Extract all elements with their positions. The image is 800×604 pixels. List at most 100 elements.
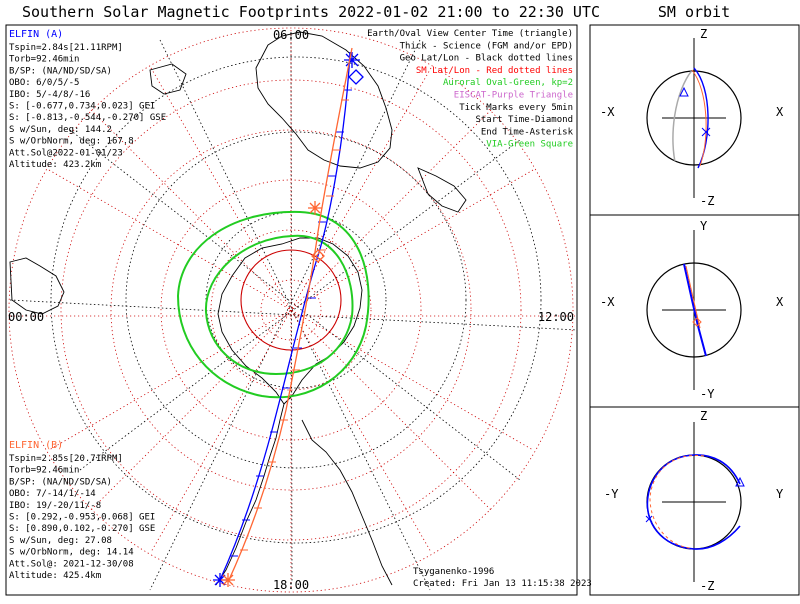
legend-entry: End Time-Asterisk	[481, 127, 574, 137]
elfin-b-info-line: Att.Sol@: 2021-12-30/08	[9, 559, 134, 569]
polar-cap-circle	[240, 249, 342, 351]
africa-coastline	[9, 257, 65, 315]
elfin-b-info-line: Tspin=2.85s[20.71RPM]	[9, 454, 123, 464]
sm-meridian	[48, 169, 534, 451]
legend-entry: Geo Lat/Lon - Black dotted lines	[400, 54, 573, 64]
orbit-a-trace	[646, 454, 741, 550]
geo-parallel	[50, 56, 542, 544]
legend-entry: EISCAT-Purple Triangle	[454, 91, 573, 101]
orbit-b-trace-colored	[691, 69, 707, 167]
elfin-a-info-line: Att.Sol@2022-01-01/23	[9, 148, 123, 158]
legend: Earth/Oval View Center Time (triangle) Th…	[367, 29, 573, 150]
sm-parallel	[110, 129, 472, 491]
orbit2-bottom-label: -Y	[700, 387, 715, 401]
south-america-coastline	[215, 403, 285, 586]
elfin-a-end-asterisk	[213, 52, 360, 587]
geo-meridian-line	[9, 299, 577, 331]
hour-label-right: 12:00	[538, 310, 574, 324]
model-label: Tsyganenko-1996	[413, 567, 494, 577]
sm-meridian	[48, 169, 534, 451]
elfin-a-info-line: IBO: 5/-4/8/-16	[9, 90, 90, 100]
asterisk-mark	[221, 573, 235, 587]
elfin-b-start-diamond-inner	[315, 251, 325, 261]
coastlines	[9, 31, 467, 586]
polar-map: 06:00 00:00 12:00 18:00	[8, 27, 577, 593]
map-frame	[5, 24, 578, 596]
orbit-b-trace	[672, 71, 695, 165]
elfin-b-info-line: Altitude: 425.4km	[9, 571, 101, 581]
elfin-a-info-line: Tspin=2.84s[21.11RPM]	[9, 43, 123, 53]
asterisk-mark	[344, 52, 360, 68]
elfin-a-info-line: S: [-0.677,0.734,0.023] GEI	[9, 102, 155, 112]
elfin-b-info-line: B/SP: (NA/ND/SD/SA)	[9, 477, 112, 487]
hour-label-bottom: 18:00	[273, 578, 309, 592]
elfin-b-info: ELFIN (B) Tspin=2.85s[20.71RPM] Torb=92.4…	[9, 440, 155, 581]
legend-entry: SM Lat/Lon - Red dotted lines	[416, 66, 573, 76]
orbit-panel-xy: Y -Y -X X	[600, 219, 784, 401]
orbit-title: SM orbit	[658, 3, 730, 21]
orbit3-bottom-label: -Z	[700, 579, 714, 593]
end-asterisk	[645, 515, 653, 523]
sm-parallel	[260, 279, 322, 341]
island-coastline	[149, 63, 187, 95]
orbit1-bottom-label: -Z	[700, 194, 714, 208]
orbit-b-trace	[649, 454, 705, 549]
elfin-b-info-line: S: [0.890,0.102,-0.270] GSE	[9, 524, 155, 534]
auroral-oval-inner	[204, 234, 354, 376]
hour-label-left: 00:00	[8, 310, 44, 324]
auroral-ovals	[176, 210, 370, 399]
elfin-a-info-line: S w/OrbNorm, deg: 167.8	[9, 137, 134, 147]
geo-grid	[9, 34, 577, 591]
orbit-panel-xz: Z -Z -X X	[600, 27, 784, 208]
legend-entry: Earth/Oval View Center Time (triangle)	[367, 29, 573, 39]
elfin-b-info-line: IBO: 19/-20/11/-8	[9, 501, 101, 511]
end-asterisk	[701, 127, 711, 137]
orbit1-left-label: -X	[600, 105, 615, 119]
legend-entry: Auroral Oval-Green, kp=2	[443, 78, 573, 88]
elfin-a-info-line: Altitude: 423.2km	[9, 160, 101, 170]
sm-parallel	[8, 27, 574, 593]
elfin-a-start-diamond	[348, 69, 364, 85]
elfin-b-info-line: S: [0.292,-0.953,0.068] GEI	[9, 513, 155, 523]
orbit2-right-label: X	[776, 295, 784, 309]
asterisk-mark	[213, 573, 227, 587]
elfin-a-lines: Tspin=2.84s[21.11RPM] Torb=92.46minB/SP: …	[9, 43, 166, 170]
elfin-b-ticks	[240, 99, 349, 551]
orbit-a-trace	[683, 263, 707, 357]
elfin-a-info: ELFIN (A) Tspin=2.84s[21.11RPM] Torb=92.4…	[9, 29, 166, 170]
legend-entry: Start Time-Diamond	[475, 115, 573, 125]
sm-meridian	[150, 67, 432, 553]
orbit3-right-label: Y	[776, 487, 784, 501]
view-center-triangle	[679, 86, 689, 97]
orbit1-top-label: Z	[700, 27, 707, 41]
elfin-b-info-line: Torb=92.46min	[9, 466, 79, 476]
geo-parallel	[205, 211, 387, 389]
new-zealand-coastline	[417, 167, 467, 213]
elfin-a-name: ELFIN (A)	[9, 29, 63, 40]
earth-circle	[646, 70, 742, 166]
elfin-b-info-line: S w/Sun, deg: 27.08	[9, 536, 112, 546]
elfin-a-info-line: OBO: 6/0/5/-5	[9, 78, 79, 88]
elfin-b-lines: Tspin=2.85s[20.71RPM] Torb=92.46minB/SP: …	[9, 454, 155, 581]
elfin-a-footprint	[213, 51, 364, 587]
geo-parallel	[125, 131, 467, 469]
auroral-oval-outer	[176, 210, 370, 399]
orbit2-top-label: Y	[700, 219, 708, 233]
orbit3-top-label: Z	[700, 409, 707, 423]
elfin-a-ticks	[230, 89, 352, 557]
sm-grid	[8, 27, 575, 593]
australia-coastline	[255, 31, 393, 169]
start-diamond	[692, 317, 702, 327]
elfin-b-name: ELFIN (B)	[9, 440, 63, 451]
south-america-coastline	[301, 419, 393, 586]
elfin-a-info-line: S w/Sun, deg: 144.2	[9, 125, 112, 135]
elfin-a-track	[219, 51, 351, 581]
elfin-b-track	[227, 47, 353, 583]
elfin-b-info-line: S w/OrbNorm, deg: 14.14	[9, 548, 134, 558]
sm-meridian	[150, 67, 432, 553]
sm-parallel	[60, 79, 522, 541]
main-title: Southern Solar Magnetic Footprints 2022-…	[22, 3, 600, 21]
antarctica-coastline	[217, 237, 363, 405]
legend-entry: VIA-Green Square	[486, 140, 573, 150]
